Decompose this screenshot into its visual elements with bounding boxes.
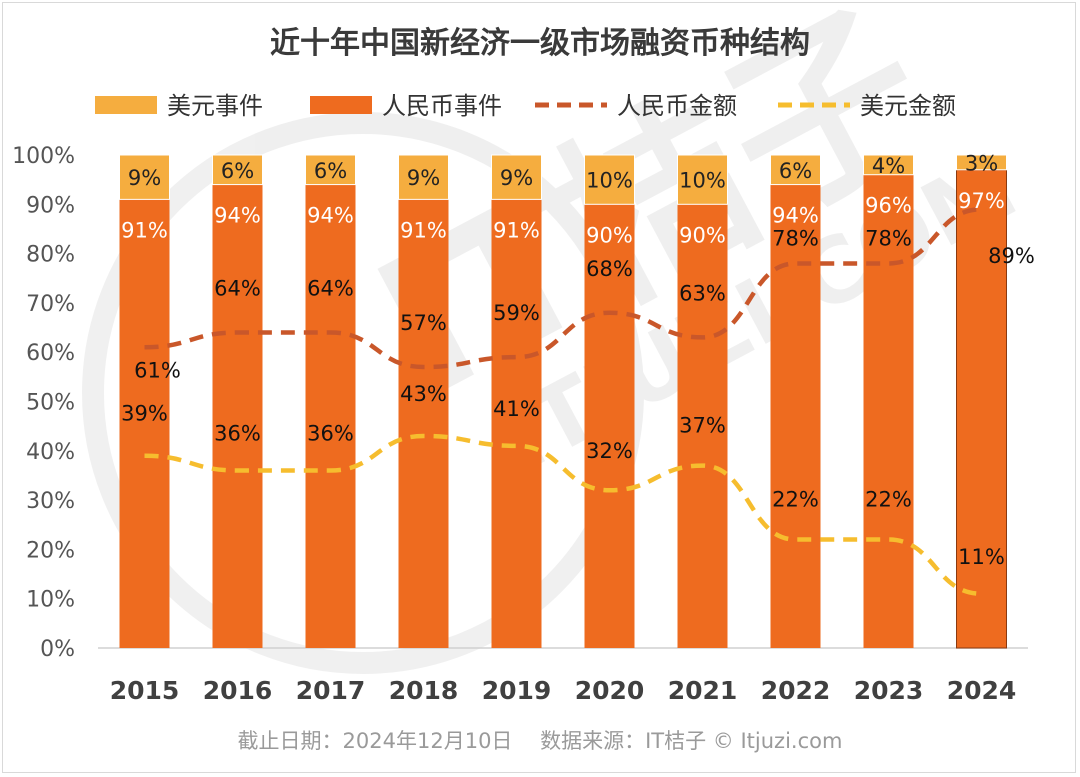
label-rmb-event: 94% bbox=[772, 204, 819, 228]
y-tick-label: 70% bbox=[26, 292, 75, 317]
label-usd-event: 3% bbox=[965, 151, 998, 175]
bar-usd-event bbox=[491, 154, 542, 200]
bar-usd-event bbox=[863, 154, 914, 176]
bar-rmb-event bbox=[584, 204, 635, 649]
x-tick-label: 2020 bbox=[575, 676, 645, 705]
label-rmb-amount: 61% bbox=[134, 358, 181, 382]
label-rmb-amount: 57% bbox=[400, 311, 447, 335]
y-tick-label: 50% bbox=[26, 391, 75, 416]
label-usd-amount: 32% bbox=[586, 439, 633, 463]
label-usd-event: 9% bbox=[500, 166, 533, 190]
x-tick-label: 2024 bbox=[947, 676, 1017, 705]
label-rmb-event: 91% bbox=[121, 218, 168, 242]
x-tick-label: 2021 bbox=[668, 676, 738, 705]
label-rmb-amount: 64% bbox=[307, 276, 354, 300]
label-usd-amount: 41% bbox=[493, 397, 540, 421]
label-rmb-amount: 78% bbox=[772, 226, 819, 250]
legend-swatch bbox=[95, 96, 157, 114]
bar-rmb-event bbox=[398, 199, 449, 648]
x-tick-label: 2022 bbox=[761, 676, 831, 705]
bar-usd-event bbox=[212, 154, 263, 186]
data-labels: 91% 9% 94% 6% 94% 6% 91% 9% 91% 9% 90% 10% 90% 10% 94%… bbox=[121, 151, 1035, 568]
label-usd-event: 10% bbox=[679, 169, 726, 193]
label-usd-event: 9% bbox=[407, 166, 440, 190]
bar-usd-event bbox=[119, 154, 170, 200]
x-tick-label: 2018 bbox=[389, 676, 459, 705]
y-tick-label: 60% bbox=[26, 341, 75, 366]
bar-rmb-event bbox=[956, 169, 1007, 649]
y-tick-label: 0% bbox=[40, 637, 75, 662]
label-usd-amount: 43% bbox=[400, 382, 447, 406]
bar-rmb-event bbox=[491, 199, 542, 648]
label-rmb-event: 91% bbox=[493, 218, 540, 242]
label-rmb-amount: 63% bbox=[679, 281, 726, 305]
label-usd-event: 4% bbox=[872, 154, 905, 178]
chart-title: 近十年中国新经济一级市场融资币种结构 bbox=[270, 26, 810, 61]
y-tick-label: 40% bbox=[26, 440, 75, 465]
y-tick-label: 20% bbox=[26, 538, 75, 563]
x-tick-label: 2017 bbox=[296, 676, 366, 705]
y-tick-label: 30% bbox=[26, 489, 75, 514]
label-rmb-amount: 59% bbox=[493, 301, 540, 325]
label-usd-event: 9% bbox=[128, 166, 161, 190]
bar-usd-event bbox=[584, 154, 635, 205]
chart-svg: IT桔子 ITJUZI.COM 近十年中国新经济一级市场融资币种结构 美元事件人… bbox=[12, 3, 1035, 753]
legend: 美元事件 人民币事件 人民币金额 美元金额 bbox=[95, 92, 956, 120]
footer-source: 截止日期：2024年12月10日 数据来源：IT桔子 © Itjuzi.com bbox=[238, 729, 843, 753]
bar-usd-event bbox=[305, 154, 356, 186]
label-usd-event: 6% bbox=[779, 159, 812, 183]
label-rmb-event: 96% bbox=[865, 194, 912, 218]
legend-label: 人民币事件 bbox=[382, 92, 502, 120]
legend-swatch bbox=[310, 96, 372, 114]
label-rmb-event: 90% bbox=[586, 223, 633, 247]
bar-rmb-event bbox=[863, 174, 914, 648]
x-tick-label: 2019 bbox=[482, 676, 552, 705]
bar-rmb-event bbox=[677, 204, 728, 649]
label-usd-event: 6% bbox=[314, 159, 347, 183]
legend-label: 美元金额 bbox=[860, 92, 956, 120]
y-tick-label: 10% bbox=[26, 588, 75, 613]
label-usd-amount: 39% bbox=[121, 402, 168, 426]
label-usd-amount: 22% bbox=[865, 488, 912, 512]
legend-label: 美元事件 bbox=[167, 92, 263, 120]
x-tick-label: 2023 bbox=[854, 676, 924, 705]
label-usd-amount: 36% bbox=[214, 422, 261, 446]
bar-usd-event bbox=[677, 154, 728, 205]
label-rmb-amount: 78% bbox=[865, 226, 912, 250]
bar-rmb-event bbox=[770, 184, 821, 648]
label-usd-amount: 22% bbox=[772, 488, 819, 512]
label-rmb-event: 91% bbox=[400, 218, 447, 242]
x-tick-label: 2016 bbox=[203, 676, 273, 705]
label-rmb-amount: 64% bbox=[214, 276, 261, 300]
y-tick-label: 90% bbox=[26, 193, 75, 218]
bar-rmb-event bbox=[212, 184, 263, 648]
label-rmb-event: 94% bbox=[307, 204, 354, 228]
label-usd-event: 10% bbox=[586, 169, 633, 193]
y-tick-label: 80% bbox=[26, 243, 75, 268]
label-usd-amount: 36% bbox=[307, 422, 354, 446]
bar-rmb-event bbox=[119, 199, 170, 648]
bar-usd-event bbox=[956, 154, 1007, 171]
label-rmb-event: 90% bbox=[679, 223, 726, 247]
axes: 0% 10% 20% 30% 40% 50% 60% 70% 80% 90% 100% 2015 201… bbox=[12, 144, 1028, 705]
bars bbox=[119, 154, 1007, 649]
line-rmb-amount bbox=[144, 206, 982, 370]
label-rmb-amount: 89% bbox=[988, 244, 1035, 268]
label-rmb-amount: 68% bbox=[586, 257, 633, 281]
label-rmb-event: 94% bbox=[214, 204, 261, 228]
bar-usd-event bbox=[398, 154, 449, 200]
bar-rmb-event bbox=[305, 184, 356, 648]
x-tick-label: 2015 bbox=[110, 676, 180, 705]
line-usd-amount bbox=[144, 433, 982, 597]
legend-label: 人民币金额 bbox=[617, 92, 737, 120]
label-rmb-event: 97% bbox=[958, 189, 1005, 213]
y-tick-label: 100% bbox=[12, 144, 75, 169]
lines bbox=[144, 206, 982, 597]
label-usd-event: 6% bbox=[221, 159, 254, 183]
label-usd-amount: 11% bbox=[958, 545, 1005, 569]
label-usd-amount: 37% bbox=[679, 414, 726, 438]
bar-usd-event bbox=[770, 154, 821, 186]
